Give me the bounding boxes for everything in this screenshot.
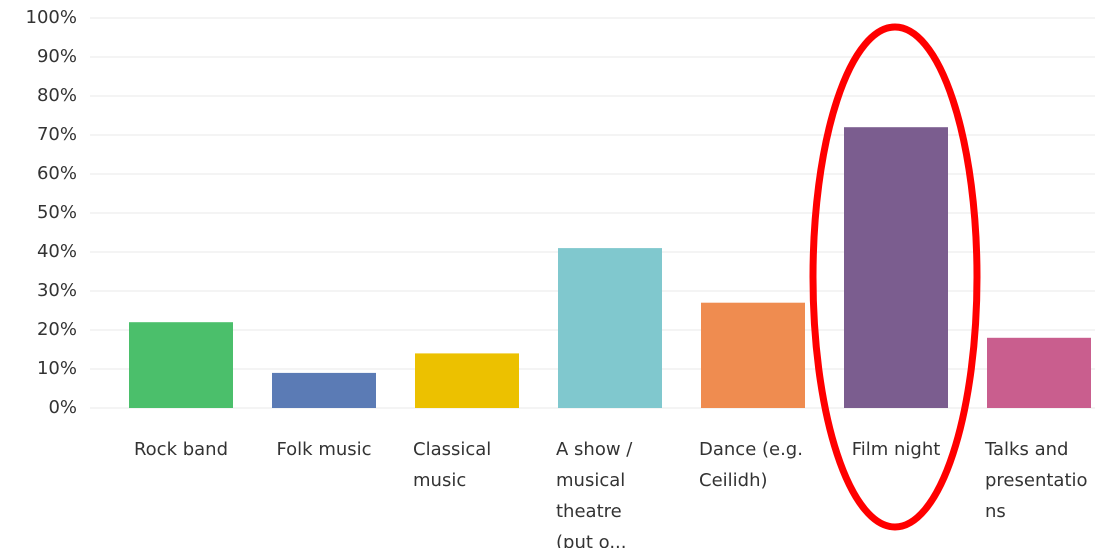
x-tick-label-box: Talks and presentations bbox=[979, 434, 1095, 527]
x-tick-label-box: Film night bbox=[836, 434, 956, 465]
x-tick-label-box: Dance (e.g. Ceilidh) bbox=[693, 434, 813, 496]
x-tick-label-box: Rock band bbox=[121, 434, 241, 465]
y-tick-label: 20% bbox=[37, 319, 77, 340]
y-tick-label: 80% bbox=[37, 85, 77, 106]
x-tick-label: A show / musical theatre (put o... bbox=[556, 439, 633, 548]
bar bbox=[415, 353, 519, 408]
bar bbox=[701, 302, 805, 408]
x-tick-label: Folk music bbox=[276, 439, 372, 460]
y-tick-label: 0% bbox=[48, 397, 77, 418]
x-tick-label: Dance (e.g. Ceilidh) bbox=[699, 439, 803, 491]
x-tick-label: Film night bbox=[851, 439, 941, 460]
bar bbox=[987, 337, 1091, 408]
bar bbox=[129, 322, 233, 408]
y-tick-label: 70% bbox=[37, 124, 77, 145]
bar bbox=[844, 127, 948, 408]
x-tick-label-box: Folk music bbox=[264, 434, 384, 465]
y-tick-label: 50% bbox=[37, 202, 77, 223]
highlight-ellipse bbox=[809, 23, 981, 531]
x-tick-label-box: A show / musical theatre (put o... bbox=[550, 434, 670, 548]
y-tick-label: 30% bbox=[37, 280, 77, 301]
y-tick-label: 90% bbox=[37, 46, 77, 67]
x-tick-label: Classical music bbox=[413, 439, 492, 491]
y-tick-label: 10% bbox=[37, 358, 77, 379]
bar bbox=[558, 248, 662, 408]
y-tick-label: 100% bbox=[26, 7, 77, 28]
x-tick-label: Rock band bbox=[133, 439, 229, 460]
y-tick-label: 60% bbox=[37, 163, 77, 184]
x-tick-label-box: Classical music bbox=[407, 434, 527, 496]
y-tick-label: 40% bbox=[37, 241, 77, 262]
x-tick-label: Talks and presentations bbox=[985, 439, 1088, 522]
bar bbox=[272, 372, 376, 408]
